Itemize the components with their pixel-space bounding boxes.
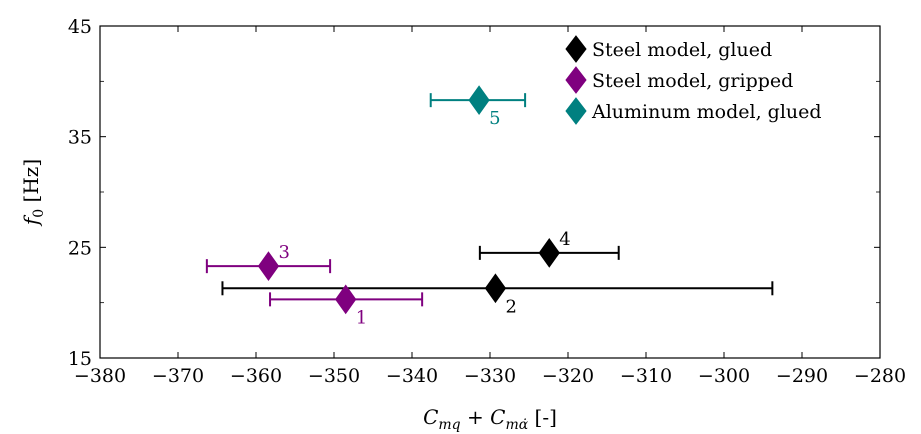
x-tick-label: −300 [698, 365, 750, 387]
legend: Steel model, glued Steel model, gripped Al… [565, 35, 822, 125]
x-tick-label: −330 [464, 365, 516, 387]
legend-marker [565, 35, 587, 63]
y-tick-label: 35 [68, 127, 92, 149]
point-label: 1 [356, 307, 367, 328]
diamond-marker [257, 251, 280, 282]
legend-marker [565, 97, 587, 125]
legend-label: Steel model, glued [592, 39, 772, 61]
diamond-marker [538, 238, 560, 268]
diamond-marker [468, 85, 490, 116]
x-tick-label: −360 [230, 365, 282, 387]
x-tick-label: −310 [620, 365, 672, 387]
x-tick-label: −370 [152, 365, 204, 387]
legend-marker [565, 66, 587, 94]
point-label: 2 [505, 296, 516, 317]
y-tick-label: 45 [68, 16, 92, 38]
y-tick-label: 25 [68, 237, 92, 259]
x-tick-label: −320 [542, 365, 594, 387]
point-label: 3 [278, 242, 289, 263]
x-axis-title: Cmq + Cmα̇ [-] [423, 405, 557, 433]
x-tick-label: −290 [776, 365, 828, 387]
x-tick-label: −280 [854, 365, 906, 387]
point-label: 5 [489, 108, 500, 129]
x-tick-label: −380 [74, 365, 126, 387]
legend-label: Aluminum model, glued [591, 101, 822, 123]
legend-label: Steel model, gripped [592, 70, 793, 92]
diamond-marker [335, 284, 357, 315]
y-tick-label: 15 [68, 348, 92, 370]
ticks-layer: −380 −370 −360 −350 −340 −330 −320 −310 −300 −290… [68, 16, 906, 387]
point-label: 4 [559, 229, 570, 250]
y-axis-title: f0 [Hz] [19, 159, 47, 227]
x-tick-label: −340 [386, 365, 438, 387]
marks-layer: 2 4 1 3 5 [205, 85, 774, 328]
diamond-marker [484, 273, 507, 304]
x-tick-label: −350 [308, 365, 360, 387]
